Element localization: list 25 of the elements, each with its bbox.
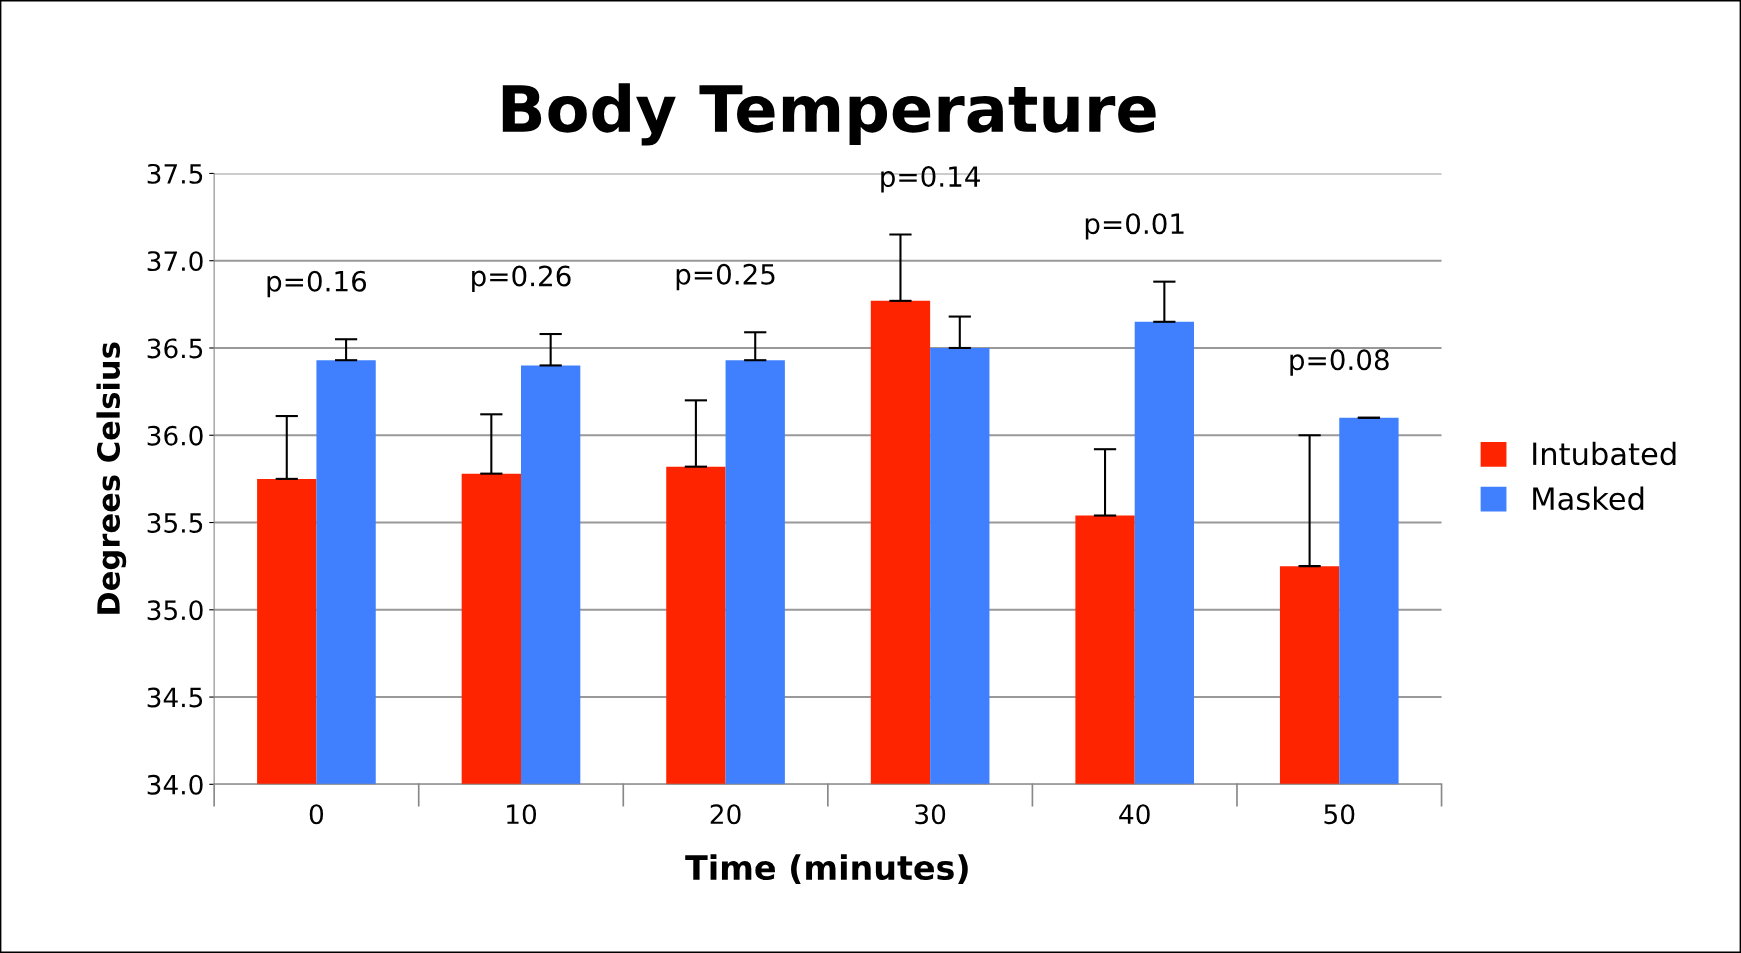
- y-tick-label: 34.0: [147, 774, 203, 795]
- x-tick-label: 30: [915, 804, 946, 825]
- y-tick-label: 36.0: [147, 425, 203, 446]
- y-tick-label: 36.5: [147, 338, 203, 359]
- annotation: p=0.25: [676, 263, 775, 291]
- chart-title: Body Temperature: [502, 83, 1156, 146]
- y-tick-label: 35.0: [147, 600, 203, 621]
- annotation: p=0.26: [472, 265, 571, 292]
- x-tick-label: 10: [507, 804, 537, 825]
- x-tick-label: 40: [1119, 804, 1150, 825]
- annotation: p=0.16: [267, 270, 367, 298]
- y-tick-label: 37.5: [147, 163, 203, 184]
- annotation: p=0.14: [881, 166, 980, 193]
- legend-label: Masked: [1533, 486, 1644, 511]
- annotation: p=0.08: [1290, 349, 1389, 376]
- y-tick-label: 34.5: [147, 687, 203, 708]
- x-axis-title: Time (minutes): [685, 854, 968, 885]
- x-tick-label: 0: [309, 804, 324, 825]
- x-tick-label: 50: [1324, 804, 1355, 825]
- legend-label: Intubated: [1533, 441, 1676, 466]
- annotation: p=0.01: [1085, 213, 1184, 240]
- y-axis-title: Degrees Celsius: [96, 342, 127, 614]
- x-tick-label: 20: [710, 804, 741, 825]
- y-tick-label: 35.5: [147, 512, 203, 533]
- y-tick-label: 37.0: [147, 251, 203, 272]
